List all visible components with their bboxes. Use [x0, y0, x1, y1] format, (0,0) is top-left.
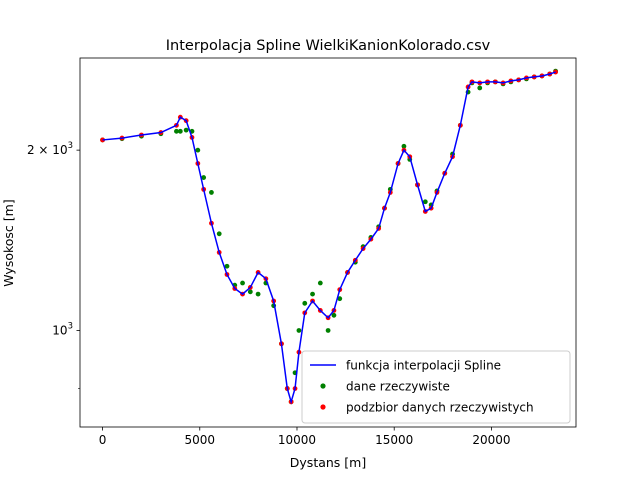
plot-marks — [100, 68, 558, 405]
scatter-point-series-1 — [477, 85, 483, 91]
x-tick-label: 15000 — [375, 433, 413, 447]
scatter-point-series-1 — [240, 280, 245, 286]
scatter-point-series-1 — [317, 280, 323, 286]
scatter-point-series-1 — [183, 127, 189, 133]
legend-box — [301, 350, 571, 424]
scatter-point-series-1 — [310, 291, 315, 297]
legend-label: funkcja interpolacji Spline — [346, 359, 501, 373]
scatter-point-series-1 — [401, 143, 407, 149]
scatter-point-series-1 — [247, 289, 253, 295]
scatter-point-series-1 — [224, 263, 230, 269]
scatter-point-series-1 — [177, 128, 183, 134]
legend: funkcja interpolacji Spline dane rzeczywi… — [301, 350, 571, 424]
y-tick-label: 103 — [52, 321, 73, 337]
x-tick-label: 10000 — [278, 433, 316, 447]
legend-point-swatch — [320, 404, 326, 410]
scatter-point-series-1 — [325, 328, 331, 333]
scatter-point-series-1 — [216, 231, 222, 237]
legend-point-swatch — [320, 383, 326, 389]
y-tick-label: 2 × 103 — [27, 141, 73, 157]
x-tick-label: 0 — [99, 433, 107, 447]
spline-line — [102, 71, 556, 405]
legend-label: dane rzeczywiste — [346, 380, 450, 394]
legend-label: podzbior danych rzeczywistych — [346, 401, 534, 415]
scatter-point-series-1 — [174, 128, 179, 134]
scatter-point-series-1 — [296, 328, 302, 333]
scatter-point-series-1 — [255, 291, 261, 297]
axes: 0 5000 10000 15000 20000 103 2 × 103 — [27, 57, 577, 447]
scatter-point-series-1 — [195, 147, 201, 153]
x-axis-label: Dystans [m] — [290, 455, 366, 470]
plot-frame — [79, 57, 577, 428]
scatter-point-series-1 — [302, 300, 308, 306]
plot-area — [100, 68, 558, 405]
y-axis-label: Wysokosc [m] — [1, 199, 16, 286]
chart-title: Interpolacja Spline WielkiKanionKolorado… — [166, 38, 491, 54]
x-tick-label: 5000 — [184, 433, 215, 447]
scatter-point-series-1 — [337, 296, 343, 302]
scatter-point-series-1 — [422, 199, 428, 205]
scatter-point-series-1 — [209, 190, 214, 195]
x-tick-label: 20000 — [472, 433, 510, 447]
scatter-point-series-1 — [201, 175, 207, 180]
scatter-point-series-1 — [331, 312, 337, 318]
